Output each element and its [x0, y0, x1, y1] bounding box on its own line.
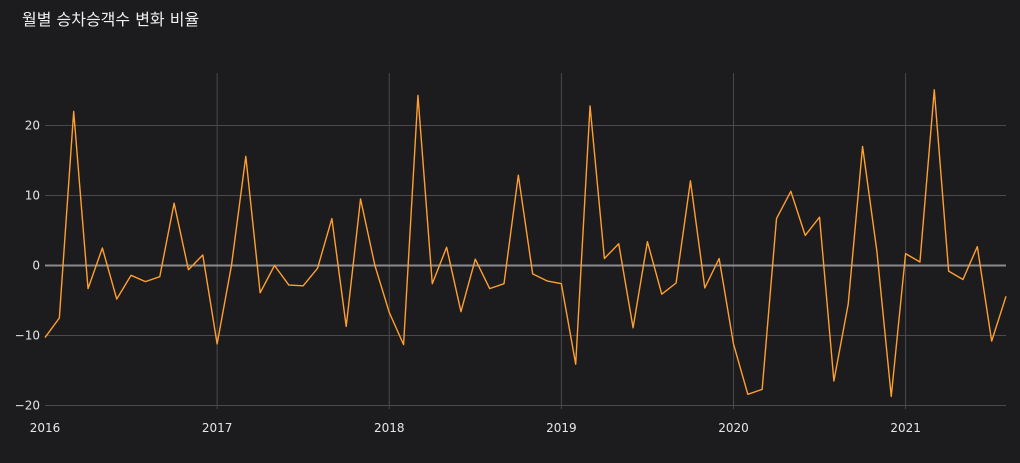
- y-tick-label: −20: [15, 399, 40, 413]
- x-tick-label: 2020: [718, 421, 749, 435]
- y-gridlines: [45, 125, 1006, 406]
- x-tick-label: 2018: [374, 421, 405, 435]
- y-tick-labels: −20 −10 0 10 20: [15, 119, 40, 413]
- x-gridlines: [216, 73, 907, 409]
- series-line: [44, 89, 1007, 398]
- y-tick-label: 0: [32, 259, 40, 273]
- x-tick-label: 2017: [202, 421, 233, 435]
- x-tick-label: 2019: [546, 421, 577, 435]
- y-tick-label: 20: [25, 119, 40, 133]
- chart-title: 월별 승차승객수 변화 비율: [22, 10, 200, 29]
- y-tick-label: −10: [15, 329, 40, 343]
- x-tick-label: 2021: [890, 421, 921, 435]
- x-tick-labels: 2016 2017 2018 2019 2020 2021: [30, 421, 921, 435]
- y-tick-label: 10: [25, 189, 40, 203]
- x-tick-label: 2016: [30, 421, 61, 435]
